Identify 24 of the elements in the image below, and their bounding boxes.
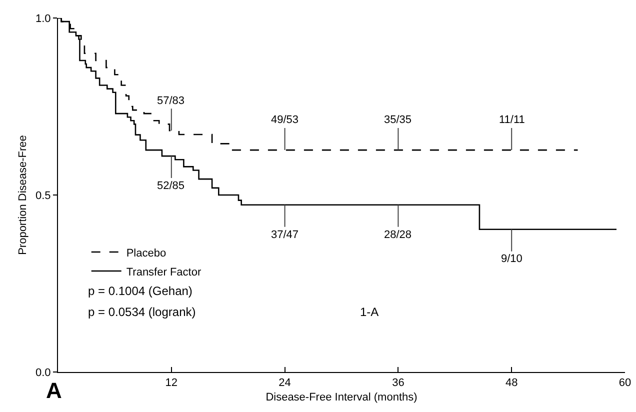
x-tick-label: 24 <box>278 377 291 390</box>
annotation: 57/83 <box>157 95 185 107</box>
annotation: 1-A <box>360 305 379 319</box>
y-tick-label: 1.0 <box>36 12 51 25</box>
x-axis-title: Disease-Free Interval (months) <box>266 391 418 404</box>
annotation: 28/28 <box>384 229 412 241</box>
annotation: 37/47 <box>271 229 299 241</box>
annotation: 52/85 <box>157 180 185 192</box>
x-tick-label: 12 <box>165 377 178 390</box>
annotation: 35/35 <box>384 114 412 126</box>
legend-label: Placebo <box>126 247 166 260</box>
y-axis-title: Proportion Disease-Free <box>17 135 30 255</box>
annotation: p = 0.0534 (logrank) <box>88 305 196 319</box>
x-tick-label: 36 <box>392 377 404 390</box>
y-tick-label: 0.5 <box>36 190 51 202</box>
y-tick-label: 0.0 <box>36 366 51 379</box>
annotation: 11/11 <box>499 114 525 126</box>
annotation: 9/10 <box>501 253 522 265</box>
legend-label: Transfer Factor <box>126 266 202 278</box>
x-tick-label: 60 <box>618 377 632 390</box>
annotation: 49/53 <box>271 114 299 126</box>
text: A <box>46 378 62 403</box>
x-tick-label: 48 <box>505 377 518 390</box>
annotation: p = 0.1004 (Gehan) <box>88 284 192 298</box>
